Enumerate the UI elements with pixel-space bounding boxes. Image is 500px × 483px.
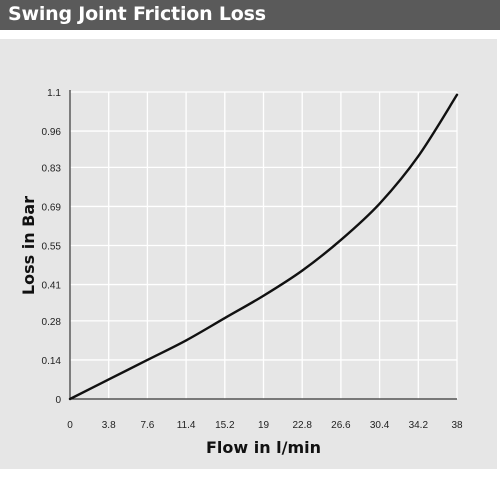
title-bar: Swing Joint Friction Loss xyxy=(0,0,500,30)
y-tick-label: 0.14 xyxy=(42,356,62,367)
x-tick-label: 19 xyxy=(258,420,270,431)
x-tick-label: 26.6 xyxy=(331,420,351,431)
x-tick-label: 0 xyxy=(67,420,73,431)
x-tick-label: 22.8 xyxy=(292,420,312,431)
x-tick-labels: 0 3.8 7.6 11.4 15.2 19 22.8 26.6 30.4 34.2 38 xyxy=(67,420,463,431)
axes xyxy=(69,90,457,400)
x-tick-label: 15.2 xyxy=(215,420,235,431)
y-tick-label: 0.96 xyxy=(42,127,62,138)
x-tick-label: 3.8 xyxy=(102,420,116,431)
x-tick-label: 11.4 xyxy=(177,420,196,431)
y-tick-label: 0 xyxy=(55,395,61,406)
x-axis-title: Flow in l/min xyxy=(206,438,321,457)
x-tick-label: 30.4 xyxy=(370,420,390,431)
loss-curve xyxy=(68,93,459,401)
y-tick-label: 0.83 xyxy=(42,163,62,174)
chart-panel xyxy=(0,39,497,469)
x-tick-label: 34.2 xyxy=(409,420,429,431)
x-tick-label: 38 xyxy=(451,420,463,431)
y-tick-label: 0.69 xyxy=(42,202,62,213)
y-tick-label: 0.28 xyxy=(42,317,62,328)
chart-title: Swing Joint Friction Loss xyxy=(8,3,266,25)
y-axis-title: Loss in Bar xyxy=(19,196,38,295)
y-tick-labels: 0 0.14 0.28 0.41 0.55 0.69 0.83 0.96 1.1 xyxy=(42,88,62,406)
y-tick-label: 1.1 xyxy=(47,88,61,99)
y-tick-label: 0.55 xyxy=(42,242,62,253)
y-tick-label: 0.41 xyxy=(42,281,62,292)
grid xyxy=(69,91,458,400)
x-tick-label: 7.6 xyxy=(140,420,154,431)
